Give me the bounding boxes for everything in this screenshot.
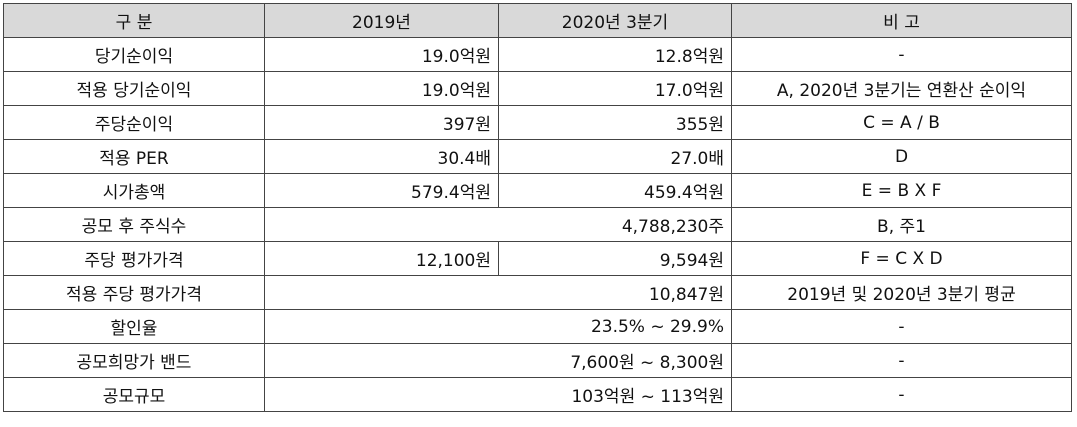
row-note: A, 2020년 3분기는 연환산 순이익 bbox=[731, 71, 1072, 106]
header-category: 구 분 bbox=[3, 3, 265, 38]
row-note: F = C X D bbox=[731, 241, 1072, 276]
value-merged: 10,847원 bbox=[264, 275, 732, 310]
value-2020: 9,594원 bbox=[498, 241, 732, 276]
value-2019: 19.0억원 bbox=[264, 37, 499, 72]
row-note: - bbox=[731, 377, 1072, 412]
value-merged: 23.5% ~ 29.9% bbox=[264, 309, 732, 344]
row-note: - bbox=[731, 37, 1072, 72]
table-row: 공모 후 주식수 4,788,230주 B, 주1 bbox=[3, 207, 1072, 242]
value-merged: 7,600원 ~ 8,300원 bbox=[264, 343, 732, 378]
header-2019: 2019년 bbox=[264, 3, 499, 38]
table-row: 주당 평가가격 12,100원 9,594원 F = C X D bbox=[3, 241, 1072, 276]
table-row: 적용 PER 30.4배 27.0배 D bbox=[3, 139, 1072, 174]
table-row: 당기순이익 19.0억원 12.8억원 - bbox=[3, 37, 1072, 72]
row-note: B, 주1 bbox=[731, 207, 1072, 242]
table-row: 공모희망가 밴드 7,600원 ~ 8,300원 - bbox=[3, 343, 1072, 378]
row-label: 적용 PER bbox=[3, 139, 265, 174]
row-label: 당기순이익 bbox=[3, 37, 265, 72]
value-2020: 12.8억원 bbox=[498, 37, 732, 72]
row-label: 적용 당기순이익 bbox=[3, 71, 265, 106]
row-note: C = A / B bbox=[731, 105, 1072, 140]
row-label: 주당 평가가격 bbox=[3, 241, 265, 276]
value-merged: 4,788,230주 bbox=[264, 207, 732, 242]
value-2020: 355원 bbox=[498, 105, 732, 140]
valuation-table: 구 분 2019년 2020년 3분기 비 고 당기순이익 19.0억원 12.… bbox=[3, 3, 1072, 412]
row-note: D bbox=[731, 139, 1072, 174]
header-2020-q3: 2020년 3분기 bbox=[498, 3, 732, 38]
row-note: - bbox=[731, 343, 1072, 378]
table-row: 적용 당기순이익 19.0억원 17.0억원 A, 2020년 3분기는 연환산… bbox=[3, 71, 1072, 106]
header-note: 비 고 bbox=[731, 3, 1072, 38]
row-label: 공모규모 bbox=[3, 377, 265, 412]
value-2020: 27.0배 bbox=[498, 139, 732, 174]
row-note: 2019년 및 2020년 3분기 평균 bbox=[731, 275, 1072, 310]
row-label: 공모희망가 밴드 bbox=[3, 343, 265, 378]
table-row: 공모규모 103억원 ~ 113억원 - bbox=[3, 377, 1072, 412]
value-2020: 459.4억원 bbox=[498, 173, 732, 208]
table-row: 적용 주당 평가가격 10,847원 2019년 및 2020년 3분기 평균 bbox=[3, 275, 1072, 310]
table-row: 주당순이익 397원 355원 C = A / B bbox=[3, 105, 1072, 140]
value-2019: 397원 bbox=[264, 105, 499, 140]
value-2020: 17.0억원 bbox=[498, 71, 732, 106]
value-2019: 579.4억원 bbox=[264, 173, 499, 208]
value-2019: 30.4배 bbox=[264, 139, 499, 174]
row-label: 주당순이익 bbox=[3, 105, 265, 140]
value-2019: 19.0억원 bbox=[264, 71, 499, 106]
table-header-row: 구 분 2019년 2020년 3분기 비 고 bbox=[3, 3, 1072, 38]
row-label: 공모 후 주식수 bbox=[3, 207, 265, 242]
table-row: 할인율 23.5% ~ 29.9% - bbox=[3, 309, 1072, 344]
row-label: 시가총액 bbox=[3, 173, 265, 208]
table-row: 시가총액 579.4억원 459.4억원 E = B X F bbox=[3, 173, 1072, 208]
row-note: E = B X F bbox=[731, 173, 1072, 208]
row-note: - bbox=[731, 309, 1072, 344]
row-label: 적용 주당 평가가격 bbox=[3, 275, 265, 310]
value-2019: 12,100원 bbox=[264, 241, 499, 276]
row-label: 할인율 bbox=[3, 309, 265, 344]
value-merged: 103억원 ~ 113억원 bbox=[264, 377, 732, 412]
